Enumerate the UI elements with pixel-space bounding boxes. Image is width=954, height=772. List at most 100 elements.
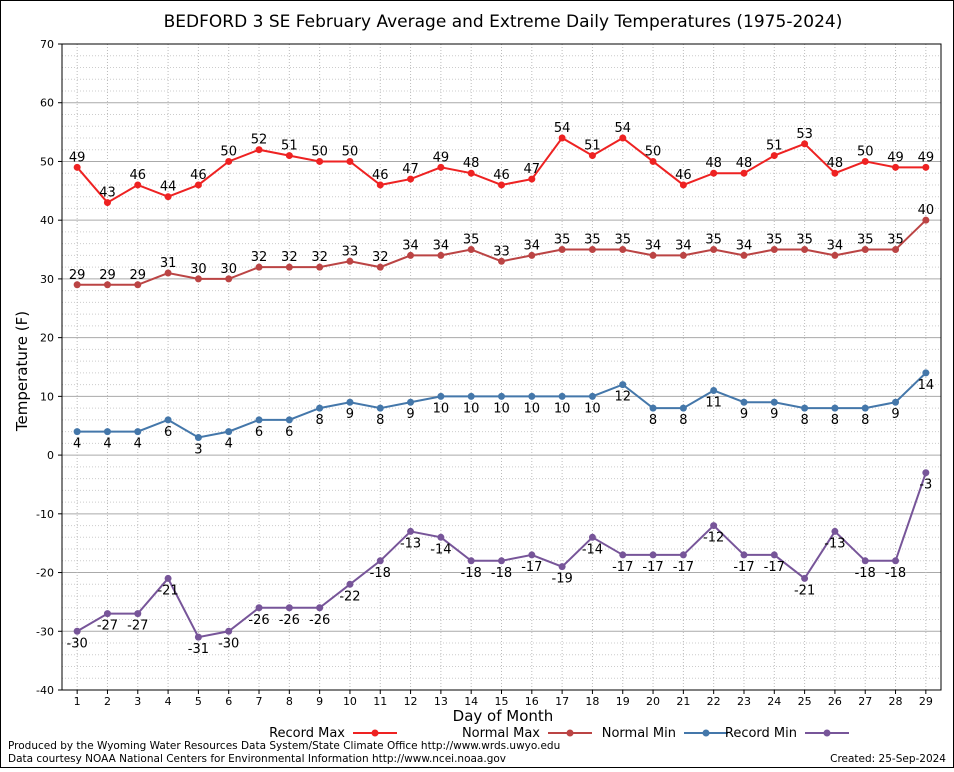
x-tick-label: 16 [525,695,539,708]
x-tick-label: 4 [165,695,172,708]
data-label: 50 [645,144,662,159]
data-label: 6 [285,425,293,440]
data-label: -17 [642,560,663,575]
data-point [861,404,869,412]
data-label: -26 [279,613,300,628]
data-point [194,181,202,189]
data-point [103,610,111,618]
data-point [255,146,263,154]
data-point [740,251,748,259]
data-label: 46 [372,168,389,183]
data-label: 10 [554,401,571,416]
data-point [225,157,233,165]
series-record-min: -30-27 -27-21-31 -30-26 -26 -26-22-18-13 -14-… [67,469,932,657]
data-label: 47 [524,162,541,177]
data-label: 11 [705,395,722,410]
data-label: 10 [584,401,601,416]
data-point [861,557,869,565]
data-label: 10 [463,401,480,416]
data-label: 9 [346,407,354,422]
series-normal-max: 29 29 29 31 30 30 32 32 32 33 32 34 34 35 33 34 35 35 35 34… [69,203,935,289]
x-axis-label: Day of Month [453,707,554,725]
data-point [892,246,900,254]
data-point [437,163,445,171]
legend: Record Max Normal Max Normal Min Record Min [269,726,849,741]
x-tick-label: 24 [767,695,781,708]
data-point [194,633,202,641]
data-point [73,163,81,171]
data-label: 8 [861,413,869,428]
data-label: 32 [281,250,298,265]
data-point [467,169,475,177]
data-point [346,157,354,165]
data-label: 35 [554,233,571,248]
chart-title: BEDFORD 3 SE February Average and Extrem… [164,12,843,32]
data-label: 33 [342,244,359,259]
data-label: 32 [251,250,268,265]
data-point [710,522,718,530]
data-point [407,527,415,535]
data-point [831,169,839,177]
data-point [467,246,475,254]
data-label: 48 [705,156,722,171]
data-point [801,140,809,148]
y-tick-label: 20 [40,332,54,345]
data-label: 8 [679,413,687,428]
x-tick-label: 10 [343,695,357,708]
data-label: 8 [800,413,808,428]
data-label: 8 [831,413,839,428]
data-point [103,199,111,207]
data-point [346,580,354,588]
data-point [770,398,778,406]
data-point [407,251,415,259]
data-label: -17 [673,560,694,575]
data-label: 31 [160,256,177,271]
data-point [225,275,233,283]
data-point [528,175,536,183]
data-point [73,281,81,289]
data-label: 4 [134,437,142,452]
data-label: -14 [582,542,603,557]
data-label: 9 [406,407,414,422]
data-point [649,251,657,259]
data-label: 9 [770,407,778,422]
x-tick-label: 23 [737,695,751,708]
data-point [922,163,930,171]
data-point [73,428,81,436]
y-tick-label: 60 [40,97,54,110]
x-tick-label: 25 [798,695,812,708]
data-point [892,557,900,565]
data-point [498,557,505,565]
data-label: 49 [887,150,904,165]
data-label: -26 [309,613,330,628]
y-axis-label: Temperature (F) [13,311,31,432]
data-label: -27 [97,619,118,634]
x-axis: 1 2 3 4 5 6 7 8 9 10 11 12 13 14 15 16 17 18 19 20 21 22 23 24 2… [74,690,933,708]
data-label: 48 [463,156,480,171]
data-point [892,398,900,406]
y-tick-label: 10 [40,390,54,403]
x-tick-label: 15 [495,695,509,708]
data-label: 6 [255,425,263,440]
data-label: 34 [675,238,692,253]
data-point [407,398,415,406]
data-point [861,157,869,165]
x-tick-label: 14 [464,695,478,708]
data-point [134,428,142,436]
x-tick-label: 11 [373,695,387,708]
data-label: 40 [918,203,935,218]
legend-label: Normal Max [462,726,540,741]
data-point [770,152,778,160]
data-point [376,557,384,565]
data-label: -26 [248,613,269,628]
data-label: 8 [376,413,384,428]
data-label: 43 [99,186,116,201]
data-point [164,416,172,424]
data-point [801,404,809,412]
data-label: 50 [220,144,237,159]
data-point [134,281,142,289]
data-point [164,269,172,277]
